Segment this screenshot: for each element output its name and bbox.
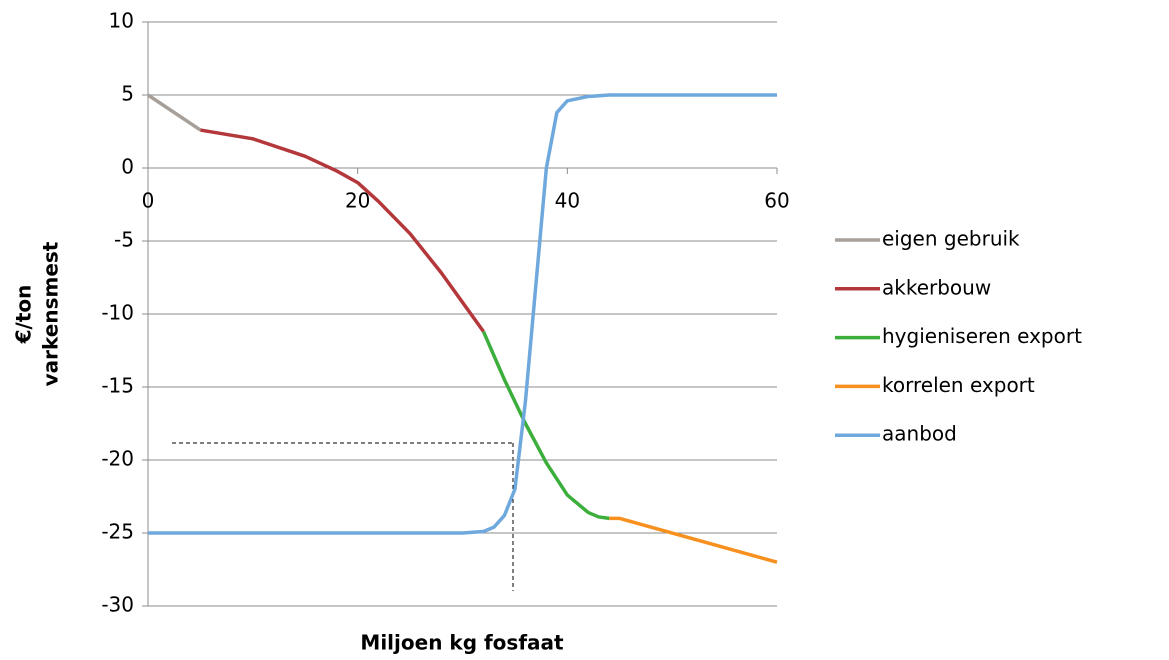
series-line (147, 93, 202, 132)
legend-label: hygieniseren export (882, 324, 1082, 348)
y-axis-label-line: €/ton (12, 285, 36, 345)
x-axis-label: Miljoen kg fosfaat (360, 631, 564, 655)
series-line (481, 330, 610, 521)
series-line (609, 516, 778, 564)
y-tick-label: 0 (121, 155, 134, 179)
series-line (200, 128, 485, 333)
grid (142, 21, 777, 607)
y-axis-label-line: varkensmest (39, 241, 63, 386)
y-tick-label: -20 (101, 447, 134, 471)
series-line (148, 93, 777, 535)
x-tick-label: 60 (764, 189, 789, 213)
legend-label: aanbod (882, 422, 957, 446)
x-tick-label: 0 (142, 189, 155, 213)
y-tick-label: 10 (109, 9, 134, 33)
y-tick-label: -30 (101, 593, 134, 617)
y-axis-label: €/ton varkensmest (12, 241, 63, 386)
y-tick-label: 5 (121, 82, 134, 106)
y-tick-label: -15 (101, 374, 134, 398)
y-tick-label: -5 (114, 228, 134, 252)
legend-label: akkerbouw (882, 275, 991, 299)
x-tick-label: 40 (555, 189, 580, 213)
y-tick-label: -25 (101, 520, 134, 544)
legend-label: korrelen export (882, 373, 1035, 397)
y-tick-label: -10 (101, 301, 134, 325)
legend-label: eigen gebruik (882, 227, 1020, 251)
